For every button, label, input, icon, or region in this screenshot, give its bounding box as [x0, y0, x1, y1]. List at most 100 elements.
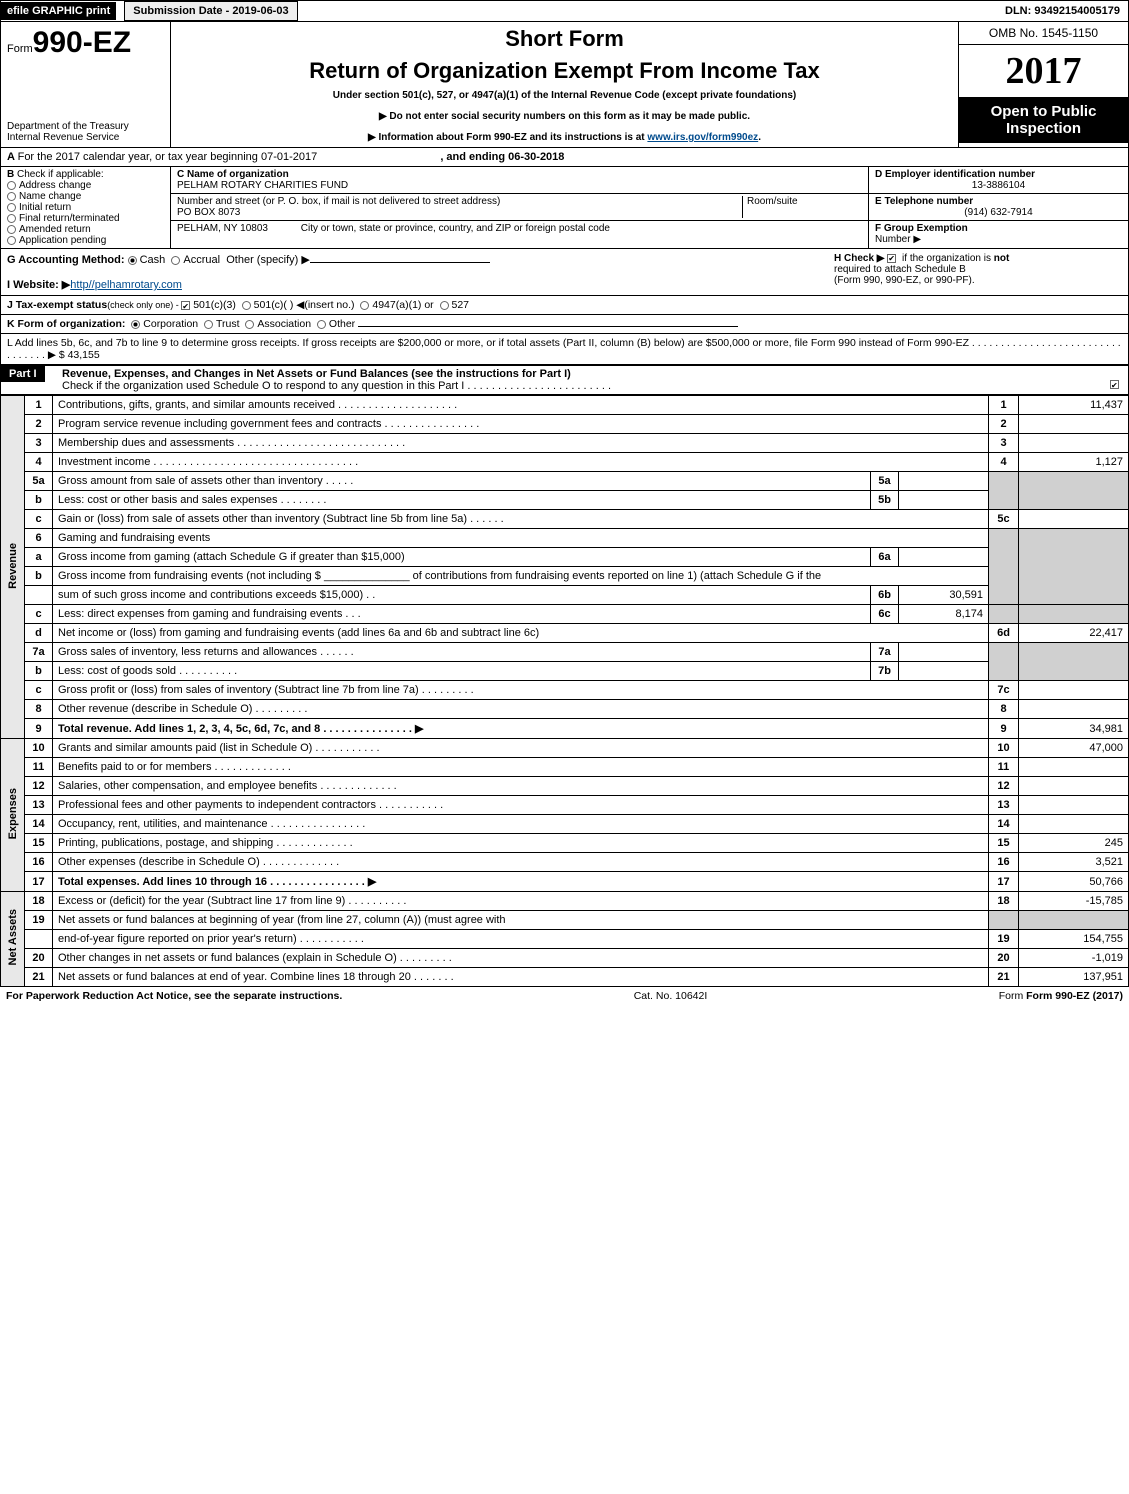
shade-cell [989, 472, 1019, 510]
shade-cell [1019, 911, 1129, 930]
arrow-line-2: ▶ Information about Form 990-EZ and its … [177, 132, 952, 143]
radio-accrual[interactable] [171, 256, 180, 265]
line-box: 2 [989, 415, 1019, 434]
line-num: b [25, 662, 53, 681]
table-row: Net Assets 18Excess or (deficit) for the… [1, 892, 1129, 911]
radio-application-pending[interactable] [7, 236, 16, 245]
table-row: 20Other changes in net assets or fund ba… [1, 949, 1129, 968]
arrow-line-1: ▶ Do not enter social security numbers o… [177, 111, 952, 122]
line-num: 6 [25, 529, 53, 548]
line-num [25, 930, 53, 949]
line-num: 5a [25, 472, 53, 491]
line-text: Grants and similar amounts paid (list in… [53, 739, 989, 758]
checkbox-501c3[interactable] [181, 301, 190, 310]
line-box: 19 [989, 930, 1019, 949]
radio-corporation[interactable] [131, 320, 140, 329]
line-box: 6d [989, 624, 1019, 643]
line-text: Gaming and fundraising events [53, 529, 989, 548]
radio-address-change[interactable] [7, 181, 16, 190]
line-amt: 47,000 [1019, 739, 1129, 758]
form-prefix: Form [7, 43, 33, 55]
line-num: 11 [25, 758, 53, 777]
shade-cell [1019, 472, 1129, 510]
g-accrual: Accrual [183, 254, 220, 266]
line-box: 18 [989, 892, 1019, 911]
radio-association[interactable] [245, 320, 254, 329]
line-text: Gain or (loss) from sale of assets other… [53, 510, 989, 529]
checkbox-schedule-b-not-required[interactable] [887, 254, 896, 263]
j-o1: 501(c)(3) [193, 299, 236, 311]
expenses-vert-label: Expenses [1, 739, 25, 892]
line-num: 7a [25, 643, 53, 662]
radio-527[interactable] [440, 301, 449, 310]
line-h: H Check ▶ if the organization is not req… [828, 249, 1128, 295]
line-box: 4 [989, 453, 1019, 472]
c-city-box: PELHAM, NY 10803 City or town, state or … [171, 221, 868, 236]
tax-year: 2017 [959, 45, 1128, 97]
line-text: Other revenue (describe in Schedule O) .… [53, 700, 989, 719]
line-amt: 154,755 [1019, 930, 1129, 949]
radio-final-return[interactable] [7, 214, 16, 223]
part1-label-cell: Part I [1, 366, 56, 394]
line-j: J Tax-exempt status(check only one) - 50… [1, 296, 1128, 315]
radio-501c[interactable] [242, 301, 251, 310]
sub-box: 7a [871, 643, 899, 662]
table-row: 12Salaries, other compensation, and empl… [1, 777, 1129, 796]
omb-number: OMB No. 1545-1150 [959, 22, 1128, 45]
line-amt: 34,981 [1019, 719, 1129, 739]
c-label: C Name of organization [177, 169, 289, 180]
radio-trust[interactable] [204, 320, 213, 329]
line-amt: 1,127 [1019, 453, 1129, 472]
table-row: cLess: direct expenses from gaming and f… [1, 605, 1129, 624]
website-link[interactable]: http//pelhamrotary.com [70, 279, 182, 291]
sub-box: 7b [871, 662, 899, 681]
netassets-vert-label: Net Assets [1, 892, 25, 987]
checkbox-schedule-o-part1[interactable] [1110, 380, 1119, 389]
table-row: 11Benefits paid to or for members . . . … [1, 758, 1129, 777]
shade-cell [989, 605, 1019, 624]
h-label: H Check ▶ [834, 253, 884, 264]
efile-print-button[interactable]: efile GRAPHIC print [1, 2, 116, 20]
street-label: Number and street (or P. O. box, if mail… [177, 196, 500, 207]
line-box: 7c [989, 681, 1019, 700]
line-num: 4 [25, 453, 53, 472]
form990ez-link[interactable]: www.irs.gov/form990ez [647, 132, 758, 143]
e-val: (914) 632-7914 [875, 207, 1122, 218]
h-not: not [994, 253, 1010, 264]
opt-pending: Application pending [19, 235, 106, 246]
radio-4947[interactable] [360, 301, 369, 310]
shade-cell [1019, 605, 1129, 624]
submission-date-box: Submission Date - 2019-06-03 [124, 1, 297, 21]
line-l: L Add lines 5b, 6c, and 7b to line 9 to … [1, 334, 1128, 364]
line-num: c [25, 510, 53, 529]
line-box: 14 [989, 815, 1019, 834]
opt-initial: Initial return [19, 202, 71, 213]
title-col: Short Form Return of Organization Exempt… [171, 22, 958, 147]
street-val: PO BOX 8073 [177, 207, 240, 218]
part1-label: Part I [1, 366, 45, 382]
sub-box: 5a [871, 472, 899, 491]
opt-amended: Amended return [19, 224, 91, 235]
c-street-box: Number and street (or P. O. box, if mail… [171, 194, 868, 221]
line-text: end-of-year figure reported on prior yea… [53, 930, 989, 949]
line-box: 11 [989, 758, 1019, 777]
line-text: Less: direct expenses from gaming and fu… [53, 605, 871, 624]
radio-cash[interactable] [128, 256, 137, 265]
table-row: 2Program service revenue including gover… [1, 415, 1129, 434]
city-val: PELHAM, NY 10803 [177, 223, 268, 234]
table-row: end-of-year figure reported on prior yea… [1, 930, 1129, 949]
radio-initial-return[interactable] [7, 203, 16, 212]
table-row: 15Printing, publications, postage, and s… [1, 834, 1129, 853]
i-label: I Website: ▶ [7, 279, 70, 291]
box-d: D Employer identification number 13-3886… [869, 167, 1128, 194]
line-text: Gross income from gaming (attach Schedul… [53, 548, 871, 567]
table-row: 13Professional fees and other payments t… [1, 796, 1129, 815]
line-amt: 3,521 [1019, 853, 1129, 872]
box-def: D Employer identification number 13-3886… [868, 167, 1128, 248]
table-row: 6Gaming and fundraising events [1, 529, 1129, 548]
radio-amended-return[interactable] [7, 225, 16, 234]
radio-other-org[interactable] [317, 320, 326, 329]
radio-name-change[interactable] [7, 192, 16, 201]
box-f: F Group Exemption Number ▶ [869, 221, 1128, 247]
line-num: a [25, 548, 53, 567]
